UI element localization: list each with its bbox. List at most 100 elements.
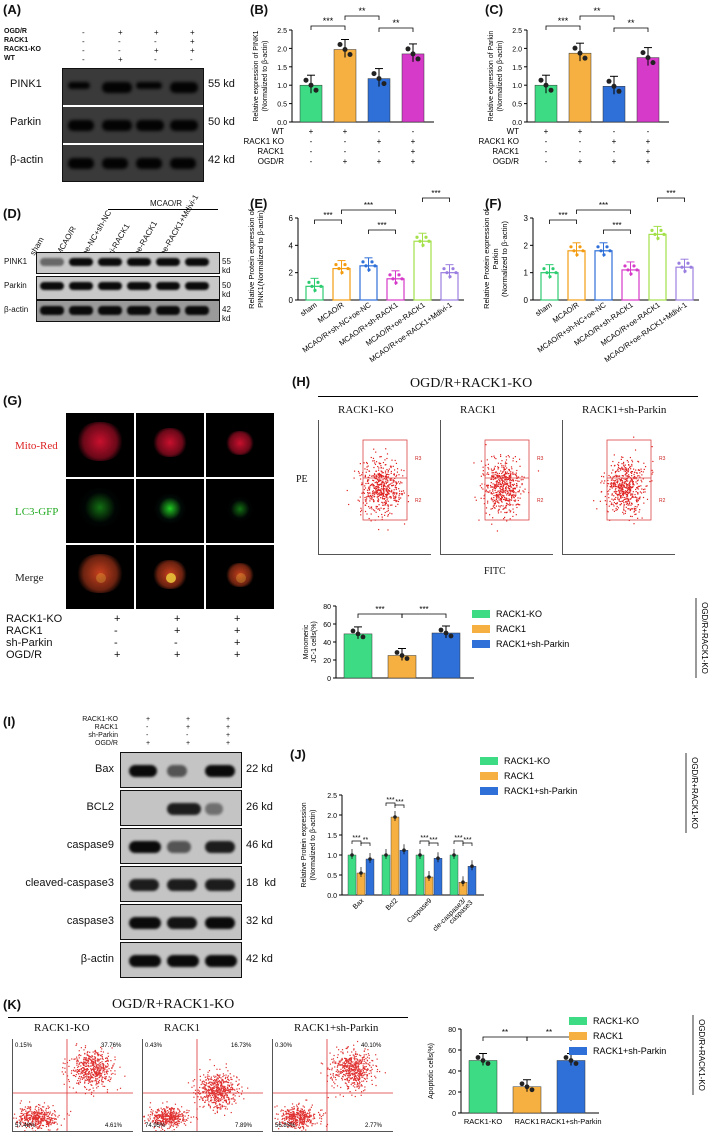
condition-sign: + — [190, 37, 195, 46]
y-axis-label: Relative Protein expression of — [482, 208, 491, 309]
y-tick-label: 1.0 — [277, 83, 287, 90]
condition-label: RACK1 KO — [479, 137, 519, 146]
microscopy-image — [206, 413, 274, 477]
data-point — [399, 653, 405, 658]
plot-title: RACK1 — [164, 1022, 201, 1034]
bar — [413, 240, 432, 301]
molecular-weight: 32 kd — [246, 915, 273, 927]
data-point — [545, 271, 549, 275]
condition-sign: + — [234, 613, 241, 625]
y-axis-label: (Normalized to β-actin) — [310, 810, 317, 881]
x-tick-label: sham — [298, 300, 318, 318]
flow-cytometry-plot: R3 R2 — [440, 420, 553, 555]
y-tick-label: 40 — [448, 1069, 456, 1076]
protein-band — [205, 879, 235, 891]
y-axis-label: Monomeric — [303, 624, 310, 659]
protein-band — [68, 82, 90, 89]
data-point — [340, 270, 344, 275]
condition-sign: + — [154, 46, 159, 55]
x-tick-label: Bcl2 — [385, 897, 400, 912]
scatter-dots: R3 R2 — [593, 436, 666, 525]
data-point — [337, 42, 343, 48]
data-point — [350, 853, 354, 857]
protein-band — [40, 282, 64, 290]
data-point — [415, 235, 419, 239]
condition-sign: + — [578, 127, 583, 136]
data-point — [310, 284, 314, 288]
protein-band — [170, 158, 196, 169]
panel-label: (D) — [3, 206, 22, 221]
significance-label: ** — [546, 1028, 552, 1037]
quadrant-percentage: 7.89% — [235, 1123, 253, 1129]
condition-sign: + — [646, 157, 651, 166]
data-point — [578, 245, 582, 249]
microscopy-image — [136, 413, 204, 477]
legend-label: RACK1+sh-Parkin — [504, 786, 577, 796]
data-point — [680, 265, 684, 269]
data-point — [575, 253, 579, 257]
bar — [343, 633, 373, 679]
condition-sign: + — [612, 137, 617, 146]
bar — [648, 233, 667, 301]
panel-f: (F) 0 1 2 3 Relative Protein expression of Pa… — [475, 188, 709, 378]
molecular-weight: 42 kd — [246, 953, 273, 965]
molecular-weight: 50 kd — [208, 116, 235, 128]
significance-bracket — [545, 25, 581, 30]
condition-label: RACK1 — [257, 147, 284, 156]
condition-sign: - — [613, 127, 616, 136]
microscopy-image — [206, 479, 274, 543]
panel-i: (I) RACK1-KO + + + RACK1- + + sh-Parkin - - + OGD/R… — [0, 712, 290, 1002]
molecular-weight: 46 kd — [246, 839, 273, 851]
data-point — [683, 269, 687, 273]
panel-label: (E) — [250, 196, 268, 211]
quadrant-percentage: 40.10% — [361, 1043, 382, 1049]
significance-label: *** — [431, 189, 440, 198]
significance-label: *** — [419, 605, 428, 614]
bar — [594, 250, 613, 301]
microscopy-image — [66, 413, 134, 477]
data-point — [397, 273, 401, 277]
condition-sign: - — [344, 137, 347, 146]
data-point — [551, 267, 555, 271]
protein-band — [170, 120, 198, 131]
condition-sign: - — [146, 732, 149, 739]
western-blot — [120, 866, 242, 902]
data-point — [342, 47, 348, 53]
cell-signal — [77, 554, 123, 594]
protein-band — [156, 306, 180, 315]
condition-sign: - — [344, 147, 347, 156]
data-point — [606, 78, 612, 84]
protein-band — [205, 803, 223, 815]
y-tick-label: 0 — [289, 296, 294, 305]
protein-band — [40, 306, 64, 315]
data-point — [454, 271, 458, 275]
condition-label: sh-Parkin — [88, 732, 118, 739]
y-axis-label: (Normalized to β-actin) — [497, 41, 504, 112]
significance-bracket — [453, 840, 464, 844]
y-tick-label: 0 — [524, 296, 529, 305]
condition-sign: + — [174, 625, 181, 637]
legend-swatch — [569, 1017, 587, 1025]
y-axis-label: Relative expression of PINK1 — [253, 30, 260, 121]
condition-label: RACK1 — [4, 37, 29, 44]
cell-signal — [77, 488, 123, 528]
data-point — [388, 273, 392, 277]
row-label: Merge — [15, 572, 44, 584]
flow-title: OGD/R+RACK1-KO — [112, 997, 235, 1012]
molecular-weight: 55 kd — [208, 78, 235, 90]
condition-sign: + — [190, 28, 195, 37]
protein-band — [129, 955, 161, 967]
western-blot — [120, 828, 242, 864]
condition-sign: + — [411, 147, 416, 156]
data-point — [569, 245, 573, 249]
condition-label: RACK1-KO — [82, 716, 118, 723]
significance-bracket — [462, 842, 473, 846]
significance-bracket — [549, 219, 577, 224]
quadrant-percentage: 56.83% — [275, 1123, 296, 1129]
panel-d: (D) MCAO/R sham MCAO/R oe-NC+sh-NC si-RACK1… — [0, 193, 240, 333]
gate-label: R2 — [659, 498, 666, 504]
data-point — [448, 633, 454, 639]
significance-bracket — [378, 27, 414, 32]
condition-sign: + — [411, 137, 416, 146]
condition-sign: - — [579, 147, 582, 156]
